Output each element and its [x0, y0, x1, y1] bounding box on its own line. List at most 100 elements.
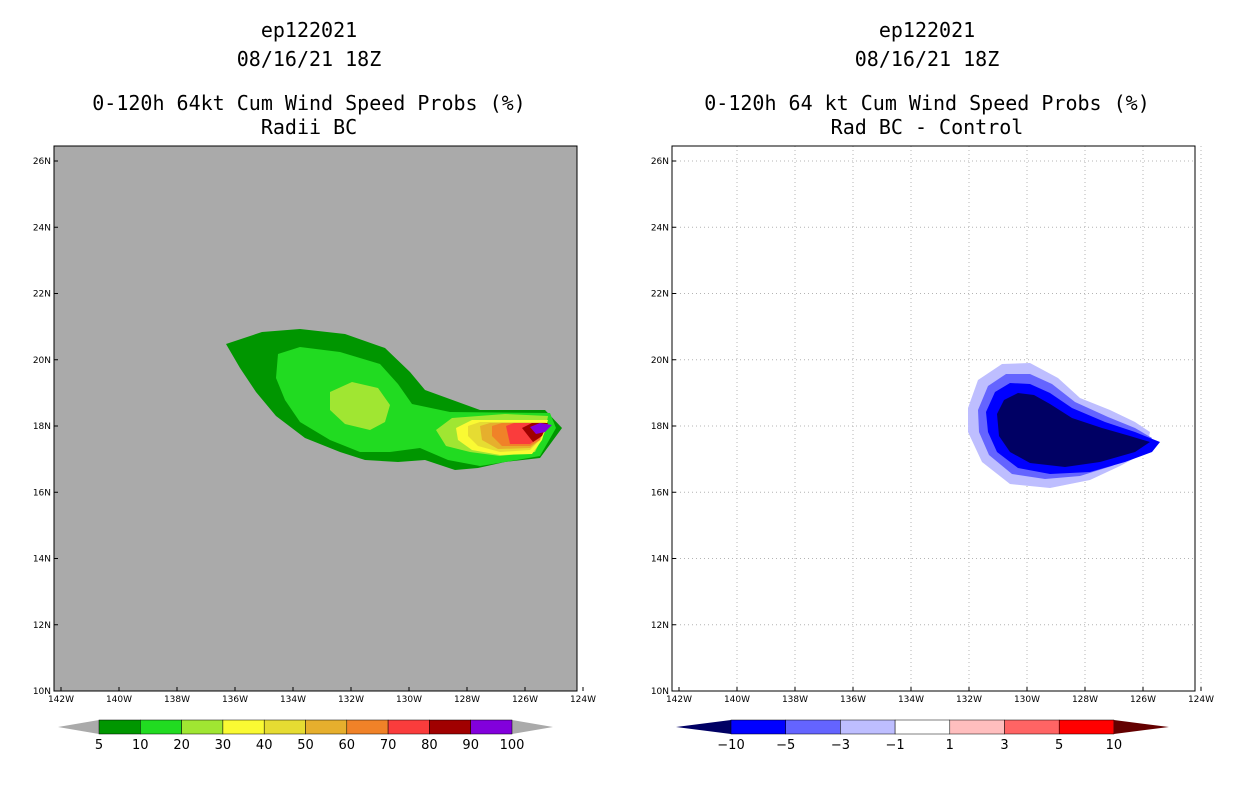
left-map-frame [53, 145, 578, 692]
diff-contour-minus10 [997, 393, 1150, 467]
colorbar-label: 80 [421, 738, 438, 753]
lon-label: 138W [782, 695, 808, 705]
left-map: 26N 24N 22N 20N 18N 16N 14N 12N 10N 142W 140W 138W… [33, 145, 596, 705]
colorbar-label: 30 [215, 738, 232, 753]
colorbar-label: 5 [1055, 738, 1063, 753]
colorbar-swatch [840, 719, 896, 735]
product-title: 0-120h 64kt Cum Wind Speed Probs (%) [92, 91, 526, 115]
colorbar-swatch [305, 719, 348, 735]
lon-label: 130W [396, 695, 422, 705]
right-lat-labels: 26N 24N 22N 20N 18N 16N 14N 12N 10N [651, 157, 669, 697]
prob-contour-90 [530, 423, 552, 434]
left-colorbar-swatches [98, 719, 513, 735]
right-colorbar-labels: −10 −5 −3 −1 1 3 5 10 [717, 738, 1122, 753]
colorbar-swatch [1058, 719, 1115, 735]
lon-label: 126W [512, 695, 538, 705]
lat-label: 16N [33, 488, 51, 498]
colorbar-label: 5 [95, 738, 103, 753]
lon-label: 124W [1188, 695, 1214, 705]
colorbar-swatch [98, 719, 141, 735]
lon-label: 136W [840, 695, 866, 705]
lat-label: 14N [33, 555, 51, 565]
colorbar-swatch [429, 719, 471, 735]
colorbar-underflow-triangle [676, 720, 731, 734]
lat-label: 24N [651, 223, 669, 233]
lon-label: 132W [338, 695, 364, 705]
lat-label: 12N [651, 621, 669, 631]
right-map-ticks [672, 160, 1202, 692]
lat-label: 18N [651, 422, 669, 432]
lon-label: 142W [666, 695, 692, 705]
colorbar-label: 20 [173, 738, 190, 753]
colorbar-swatch [387, 719, 430, 735]
right-colorbar: −10 −5 −3 −1 1 3 5 10 [676, 719, 1169, 753]
colorbar-swatch [730, 719, 786, 735]
lat-label: 18N [33, 422, 51, 432]
colorbar-underflow-triangle [58, 720, 99, 734]
colorbar-label: −3 [831, 738, 850, 753]
colorbar-label: 3 [1000, 738, 1008, 753]
right-map-frame [671, 145, 1196, 692]
lat-label: 14N [651, 555, 669, 565]
lon-label: 138W [164, 695, 190, 705]
colorbar-swatch [346, 719, 389, 735]
lon-label: 134W [280, 695, 306, 705]
colorbar-overflow-triangle [1113, 720, 1169, 734]
colorbar-label: 100 [500, 738, 525, 753]
colorbar-label: 10 [132, 738, 149, 753]
left-map-ticks [54, 160, 584, 692]
colorbar-swatch [894, 719, 951, 735]
colorbar-label: 70 [380, 738, 397, 753]
lon-label: 132W [956, 695, 982, 705]
colorbar-swatch [785, 719, 841, 735]
lon-label: 142W [48, 695, 74, 705]
colorbar-label: 90 [462, 738, 479, 753]
lon-label: 126W [1130, 695, 1156, 705]
product-subtitle: Radii BC [260, 115, 358, 139]
colorbar-swatch [1004, 719, 1060, 735]
forecast-time: 08/16/21 18Z [236, 47, 382, 71]
lat-label: 20N [651, 356, 669, 366]
lon-label: 124W [570, 695, 596, 705]
colorbar-label: 50 [297, 738, 314, 753]
colorbar-swatch [222, 719, 265, 735]
lat-label: 10N [33, 687, 51, 697]
product-subtitle: Rad BC - Control [830, 115, 1024, 139]
left-colorbar-labels: 5 10 20 30 40 50 60 70 80 90 100 [95, 738, 525, 753]
lon-label: 140W [106, 695, 132, 705]
colorbar-label: 60 [339, 738, 356, 753]
colorbar-swatch [263, 719, 306, 735]
left-lon-labels: 142W 140W 138W 136W 134W 132W 130W 128W 126W 124W [48, 695, 596, 705]
lat-label: 22N [33, 290, 51, 300]
lon-label: 128W [1072, 695, 1098, 705]
right-colorbar-swatches [676, 719, 1169, 735]
right-map: 26N 24N 22N 20N 18N 16N 14N 12N 10N 142W 140W 138W… [651, 145, 1214, 705]
colorbar-swatch [140, 719, 182, 735]
colorbar-label: −5 [776, 738, 795, 753]
colorbar-label: −1 [886, 738, 905, 753]
lon-label: 140W [724, 695, 750, 705]
product-title: 0-120h 64 kt Cum Wind Speed Probs (%) [704, 91, 1150, 115]
colorbar-swatch [949, 719, 1005, 735]
left-colorbar: 5 10 20 30 40 50 60 70 80 90 100 [58, 719, 553, 753]
storm-id: ep122021 [260, 18, 358, 42]
lat-label: 26N [651, 157, 669, 167]
lon-label: 128W [454, 695, 480, 705]
colorbar-label: 40 [256, 738, 273, 753]
colorbar-swatch [181, 719, 224, 735]
right-panel-title: ep122021 08/16/21 18Z 0-120h 64 kt Cum W… [618, 16, 1236, 142]
left-panel-title: ep122021 08/16/21 18Z 0-120h 64kt Cum Wi… [0, 16, 618, 142]
lon-label: 130W [1014, 695, 1040, 705]
colorbar-swatch [470, 719, 513, 735]
left-lat-labels: 26N 24N 22N 20N 18N 16N 14N 12N 10N [33, 157, 51, 697]
colorbar-label: 1 [946, 738, 954, 753]
lat-label: 26N [33, 157, 51, 167]
colorbar-label: 10 [1106, 738, 1123, 753]
lat-label: 16N [651, 488, 669, 498]
lat-label: 12N [33, 621, 51, 631]
lat-label: 24N [33, 223, 51, 233]
right-lon-labels: 142W 140W 138W 136W 134W 132W 130W 128W 126W 124W [666, 695, 1214, 705]
storm-id: ep122021 [878, 18, 976, 42]
colorbar-label: −10 [717, 738, 744, 753]
